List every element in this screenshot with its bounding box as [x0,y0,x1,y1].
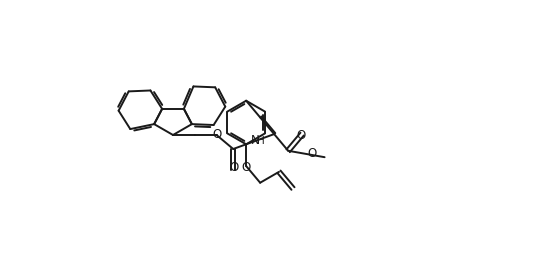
Text: O: O [307,147,316,160]
Text: H: H [257,136,265,146]
Text: N: N [251,134,260,147]
Text: O: O [296,129,306,142]
Text: O: O [212,128,221,140]
Text: O: O [242,161,251,174]
Text: O: O [230,161,239,174]
